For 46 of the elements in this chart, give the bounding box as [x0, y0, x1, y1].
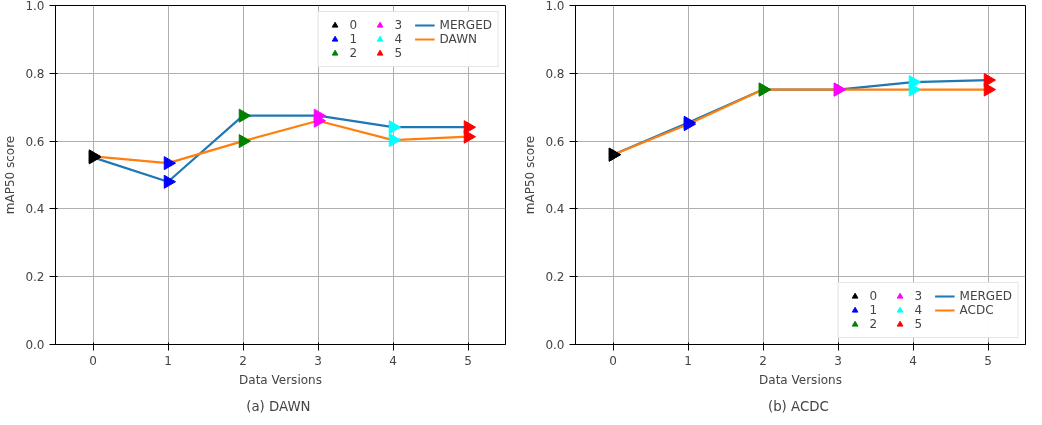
- x-tick-label: 1: [684, 353, 692, 368]
- text: (b) ACDC: [767, 398, 829, 414]
- legend-label: ACDC: [959, 303, 994, 317]
- y-tick-label: 0.2: [25, 270, 45, 285]
- y-tick-label: 0.6: [545, 134, 565, 149]
- legend-label: DAWN: [439, 32, 478, 46]
- x-tick-label: 0: [89, 353, 97, 368]
- x-tick-label: 2: [759, 353, 767, 368]
- y-tick-label: 1.0: [25, 0, 45, 13]
- y-tick-label: 0.4: [25, 202, 45, 217]
- x-tick-label: 4: [389, 353, 397, 368]
- legend-label: 4: [914, 303, 924, 317]
- legend-label: 2: [869, 317, 879, 331]
- x-axis-title: Data Versions: [759, 372, 842, 387]
- x-tick-label: 2: [239, 353, 247, 368]
- x-tick-label: 3: [314, 353, 322, 368]
- legend-label: 0: [349, 18, 359, 32]
- x-tick-label: 5: [984, 353, 992, 368]
- legend-label: 5: [914, 317, 924, 331]
- x-tick-label: 1: [164, 353, 172, 368]
- y-axis-title: mAP50 score: [3, 135, 18, 215]
- y-tick-label: 0.8: [545, 66, 565, 81]
- legend-label: 1: [869, 303, 879, 317]
- x-tick-label: 0: [609, 353, 617, 368]
- legend-label: MERGED: [959, 289, 1012, 303]
- y-tick-label: 0.0: [545, 338, 565, 352]
- text: (a) DAWN: [246, 398, 311, 414]
- y-tick-label: 1.0: [545, 0, 565, 13]
- legend-label: 2: [349, 46, 359, 60]
- legend-label: 1: [349, 32, 359, 46]
- legend-label: MERGED: [439, 18, 492, 32]
- x-tick-label: 3: [834, 353, 842, 368]
- y-tick-label: 0.8: [25, 66, 45, 81]
- y-tick-label: 0.2: [545, 270, 565, 285]
- x-axis-title: Data Versions: [239, 372, 322, 387]
- y-tick-label: 0.0: [25, 338, 45, 352]
- legend-label: 4: [394, 32, 404, 46]
- legend-label: 3: [394, 18, 404, 32]
- x-tick-label: 5: [464, 353, 472, 368]
- legend-label: 5: [394, 46, 404, 60]
- legend-label: 3: [914, 289, 924, 303]
- y-tick-label: 0.6: [25, 134, 45, 149]
- y-tick-label: 0.4: [545, 202, 565, 217]
- x-tick-label: 4: [909, 353, 917, 368]
- legend-label: 0: [869, 289, 879, 303]
- y-axis-title: mAP50 score: [523, 135, 538, 215]
